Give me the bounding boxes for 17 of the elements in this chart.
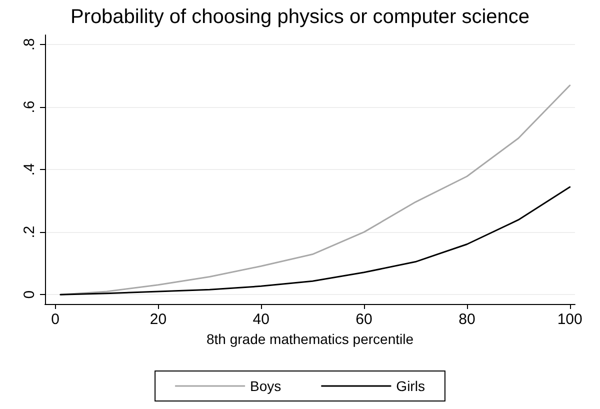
x-tick-label: 40 — [252, 311, 270, 328]
x-tick-label: 60 — [356, 311, 372, 328]
legend-label: Girls — [396, 378, 425, 394]
line-series — [60, 186, 571, 296]
x-tick-label: 80 — [458, 311, 476, 328]
chart-title: Probability of choosing physics or computer science — [70, 6, 530, 28]
line-series — [60, 84, 571, 296]
x-axis-title: 8th grade mathematics percentile — [206, 330, 414, 347]
y-tick-label: .2 — [21, 226, 38, 238]
y-tick-label: .6 — [21, 100, 38, 114]
y-tick-label: .4 — [21, 163, 38, 176]
x-tick-label: 100 — [557, 311, 582, 328]
x-tick-label: 0 — [51, 311, 60, 328]
y-tick-label: .8 — [21, 38, 38, 51]
y-tick-label: 0 — [21, 290, 38, 299]
x-tick-label: 20 — [150, 311, 167, 328]
legend-label: Boys — [250, 378, 282, 394]
